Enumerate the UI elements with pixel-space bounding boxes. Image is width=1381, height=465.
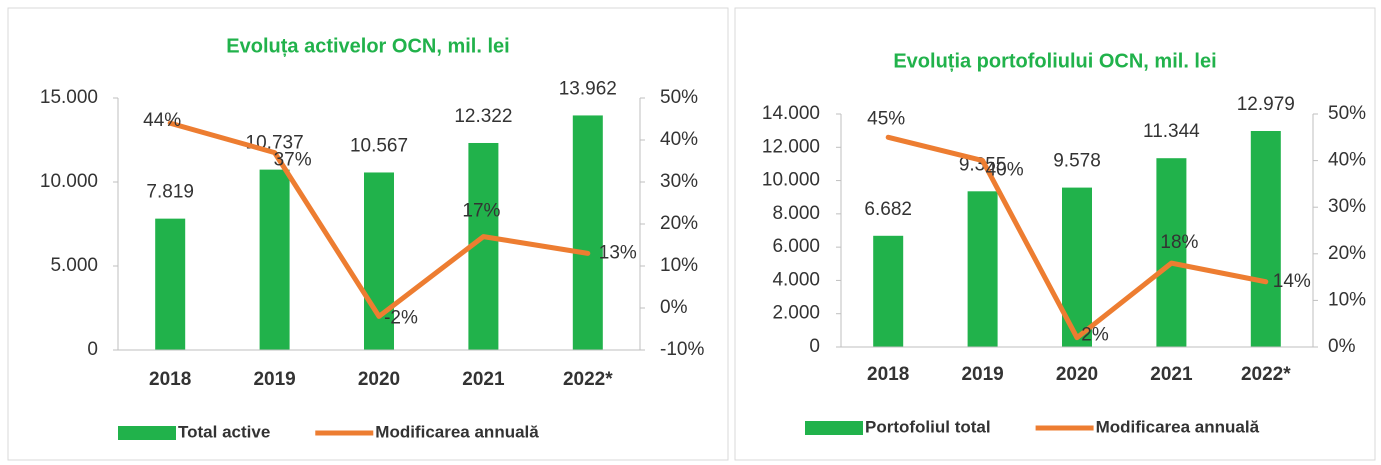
x-tick-label: 2019 [253, 369, 295, 390]
data-label: 13.962 [559, 78, 617, 99]
data-label: 12.979 [1237, 94, 1295, 115]
legend-label: Total active [178, 422, 270, 441]
data-label: 6.682 [864, 199, 912, 220]
legend-swatch [805, 421, 863, 435]
y-tick-label: 5.000 [50, 255, 98, 276]
y2-tick-label: 50% [660, 87, 698, 108]
bar [155, 218, 186, 350]
y2-tick-label: -10% [660, 339, 704, 360]
legend-label: Portofoliul total [865, 417, 991, 436]
bar [967, 191, 998, 347]
data-label: 45% [867, 108, 905, 129]
panel-border [7, 7, 729, 461]
data-label: 18% [1160, 232, 1198, 253]
data-label: 40% [986, 160, 1024, 181]
line [167, 120, 591, 319]
y-tick-label: 0 [809, 336, 820, 357]
bar [1156, 158, 1187, 347]
data-label: -2% [384, 307, 418, 328]
y2-tick-label: 20% [1328, 243, 1366, 264]
data-label: 44% [143, 110, 181, 131]
legend-swatch [118, 426, 176, 440]
y2-tick-label: 10% [1328, 289, 1366, 310]
chart-title: Evoluța activelor OCN, mil. lei [226, 35, 509, 57]
y2-tick-label: 10% [660, 255, 698, 276]
bar [873, 235, 904, 347]
y2-tick-label: 0% [660, 297, 688, 318]
chart-title: Evoluția portofoliului OCN, mil. lei [893, 50, 1216, 72]
y-tick-label: 4.000 [772, 269, 820, 290]
x-tick-label: 2020 [1056, 364, 1098, 385]
y2-tick-label: 30% [660, 171, 698, 192]
y-tick-label: 6.000 [772, 236, 820, 257]
y2-tick-label: 40% [660, 129, 698, 150]
bar [1250, 130, 1281, 347]
data-label: 10.567 [350, 135, 408, 156]
x-tick-label: 2022* [1241, 364, 1291, 385]
y-tick-label: 15.000 [40, 87, 98, 108]
y2-tick-label: 0% [1328, 336, 1356, 357]
y-tick-label: 8.000 [772, 203, 820, 224]
y-tick-label: 12.000 [762, 136, 820, 157]
x-tick-label: 2021 [462, 369, 505, 390]
y2-tick-label: 50% [1328, 103, 1366, 124]
data-label: 7.819 [146, 182, 194, 203]
legend-label: Modificarea annuală [1096, 417, 1260, 436]
y-tick-label: 10.000 [40, 171, 98, 192]
y-tick-label: 10.000 [762, 170, 820, 191]
bar [364, 172, 394, 350]
y2-tick-label: 30% [1328, 196, 1366, 217]
y-tick-label: 2.000 [772, 303, 820, 324]
data-label: 17% [462, 201, 500, 222]
x-tick-label: 2019 [961, 364, 1003, 385]
data-label: 9.578 [1053, 151, 1101, 172]
panel-border [734, 7, 1376, 461]
y-tick-label: 0 [87, 339, 98, 360]
legend-label: Modificarea annuală [375, 422, 539, 441]
y2-tick-label: 20% [660, 213, 698, 234]
data-label: 14% [1273, 271, 1311, 292]
x-tick-label: 2021 [1150, 364, 1193, 385]
x-tick-label: 2022* [563, 369, 613, 390]
x-tick-label: 2018 [867, 364, 909, 385]
bar [572, 115, 603, 350]
data-label: 2% [1081, 325, 1109, 346]
bar [259, 169, 290, 350]
data-label: 12.322 [454, 106, 512, 127]
y2-tick-label: 40% [1328, 150, 1366, 171]
data-label: 37% [274, 150, 312, 171]
data-label: 11.344 [1143, 121, 1200, 142]
x-tick-label: 2020 [358, 369, 400, 390]
y-tick-label: 14.000 [762, 103, 820, 124]
line [885, 134, 1269, 341]
x-tick-label: 2018 [149, 369, 191, 390]
data-label: 13% [599, 242, 637, 263]
